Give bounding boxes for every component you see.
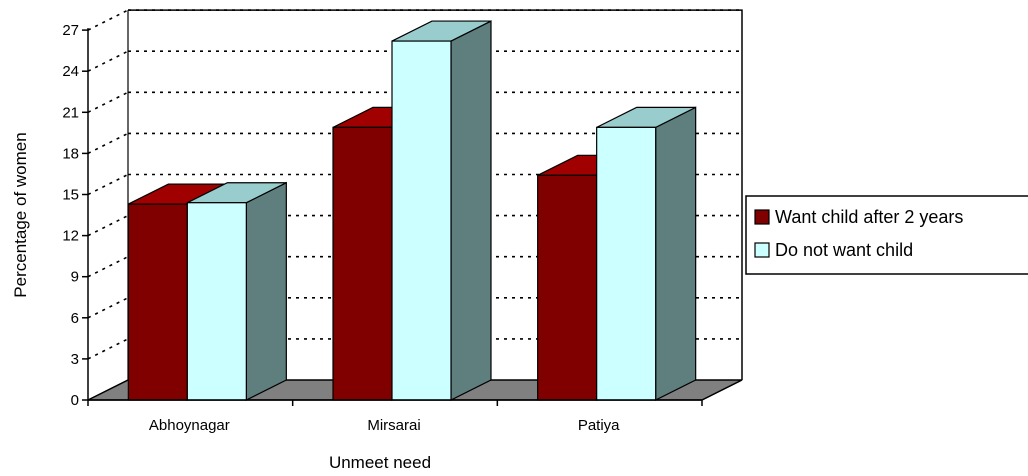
y-tick-label: 27 [62, 22, 79, 39]
bar-front [186, 202, 247, 401]
bar [596, 106, 697, 401]
bar-side [450, 20, 492, 401]
bar-side [655, 106, 697, 401]
legend-swatch [754, 242, 770, 258]
legend: Want child after 2 years Do not want chil… [745, 195, 1028, 275]
y-tick-label: 0 [71, 392, 79, 409]
side-gridline [87, 50, 129, 72]
y-axis: 0 3 6 9 12 15 18 21 24 27 [62, 22, 89, 409]
legend-label: Do not want child [775, 240, 913, 260]
legend-swatch [754, 209, 770, 225]
bar-front [596, 126, 657, 401]
y-tick-label: 21 [62, 104, 79, 121]
side-gridline [87, 297, 129, 319]
side-gridline [87, 91, 129, 114]
legend-label: Want child after 2 years [775, 207, 963, 227]
bar-front [391, 40, 452, 401]
side-gridline [87, 132, 129, 155]
y-tick-label: 9 [71, 269, 79, 286]
x-tick-label: Patiya [578, 417, 620, 434]
side-gridline [87, 338, 129, 360]
y-tick-label: 18 [62, 145, 79, 162]
bar-front [332, 126, 393, 401]
y-tick-label: 24 [62, 63, 79, 80]
y-tick-label: 6 [71, 310, 79, 327]
side-gridline [87, 214, 129, 237]
bars-group [127, 20, 697, 401]
y-tick-label: 12 [62, 228, 79, 245]
y-tick-label: 15 [62, 187, 79, 204]
bar [186, 181, 287, 401]
side-gridline [87, 255, 129, 278]
y-axis-title: Percentage of women [11, 132, 30, 297]
side-gridline [87, 173, 129, 196]
x-tick-label: Abhoynagar [149, 417, 230, 434]
bar [391, 20, 492, 401]
x-tick-label: Mirsarai [367, 417, 420, 434]
side-gridline [87, 9, 129, 31]
bar-side [245, 181, 287, 401]
back-wall-outline [128, 9, 743, 380]
bar-front [537, 174, 598, 401]
bar-front [127, 203, 188, 401]
y-tick-label: 3 [71, 351, 79, 368]
legend-box [745, 195, 1028, 275]
x-axis-title: Unmeet need [329, 453, 431, 472]
x-axis: Abhoynagar Mirsarai Patiya [87, 399, 703, 434]
